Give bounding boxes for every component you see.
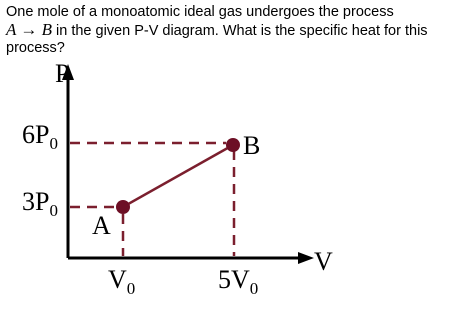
question: One mole of a monoatomic ideal gas under… — [6, 4, 472, 57]
question-text: in the given P-V diagram. What is the sp… — [56, 23, 428, 39]
arrow — [298, 252, 314, 264]
v-label: V0 — [108, 265, 135, 298]
label-main: 6P — [22, 120, 49, 149]
point-label: B — [243, 131, 260, 160]
label-main: 3P — [22, 187, 49, 216]
p-label: 6P0 — [22, 120, 58, 153]
point — [226, 138, 240, 152]
label-main: V — [108, 265, 127, 294]
point-label: A — [92, 211, 111, 240]
math: A → B — [6, 20, 52, 39]
p-label: 3P0 — [22, 187, 58, 220]
question-text: One mole of a monoatomic ideal gas under… — [6, 4, 394, 20]
process-line — [122, 143, 234, 209]
label-sub: 0 — [49, 201, 58, 220]
axis-label: P — [55, 59, 69, 88]
point — [116, 200, 130, 214]
label-sub: 0 — [250, 279, 259, 298]
label-main: 5V — [218, 265, 250, 294]
guides — [70, 141, 236, 256]
label-sub: 0 — [49, 134, 58, 153]
axis-label: V — [314, 247, 333, 276]
v-label: 5V0 — [218, 265, 258, 298]
question-text: process? — [6, 40, 65, 56]
label-sub: 0 — [127, 279, 136, 298]
arrow — [62, 64, 74, 80]
